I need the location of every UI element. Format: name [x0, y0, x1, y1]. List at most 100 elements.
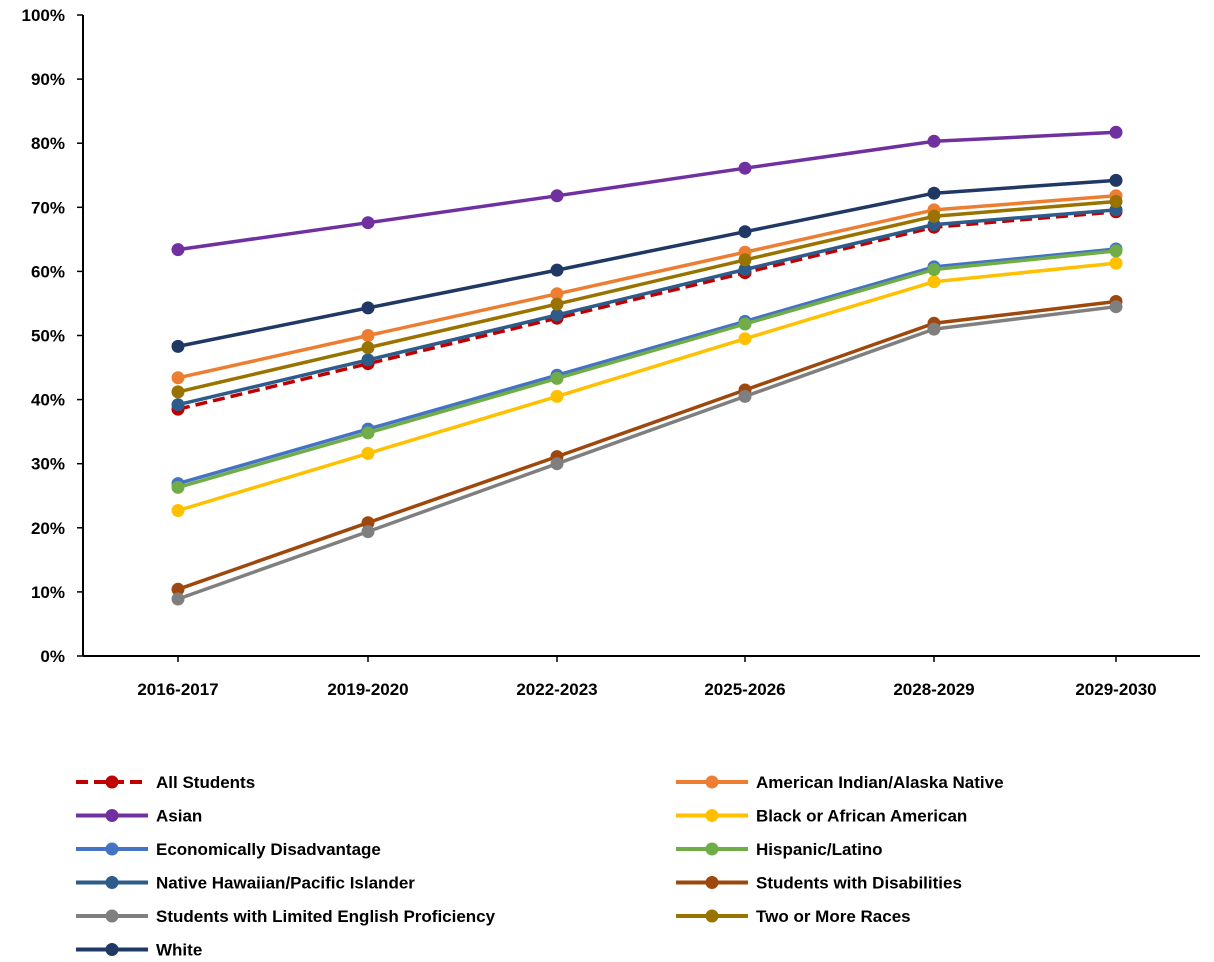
data-point — [1109, 195, 1123, 208]
legend-swatch-marker — [105, 943, 119, 956]
data-point — [171, 480, 185, 494]
legend-swatch-marker — [705, 775, 719, 789]
legend-item: Native Hawaiian/Pacific Islander — [76, 874, 415, 893]
data-point — [550, 287, 564, 301]
data-point — [171, 592, 185, 606]
y-tick-label: 80% — [31, 134, 65, 153]
data-point — [550, 371, 564, 385]
data-point — [550, 457, 564, 471]
data-point — [927, 263, 941, 276]
legend-item: All Students — [76, 773, 255, 792]
legend-item: Hispanic/Latino — [676, 840, 883, 859]
data-point — [1109, 256, 1123, 270]
data-point — [171, 398, 185, 412]
data-point — [361, 446, 375, 460]
legend-label: Native Hawaiian/Pacific Islander — [156, 874, 415, 893]
y-tick-label: 50% — [31, 327, 65, 346]
series-line — [177, 299, 1117, 591]
series-group — [171, 125, 1123, 606]
legend-swatch-marker — [105, 909, 119, 923]
axes — [77, 14, 1200, 662]
series-line — [177, 199, 1117, 394]
y-tick-label: 100% — [22, 6, 65, 25]
legend: All Students American Indian/Alaska Nativ… — [76, 773, 1004, 960]
data-point — [1109, 173, 1123, 187]
series-white — [171, 173, 1123, 353]
legend-label: Students with Disabilities — [756, 874, 962, 893]
data-point — [171, 385, 185, 399]
series-line — [177, 249, 1117, 490]
data-point — [550, 308, 564, 322]
legend-label: Students with Limited English Proficienc… — [156, 907, 496, 926]
data-point — [738, 332, 752, 346]
x-tick-label: 2022-2023 — [516, 680, 597, 699]
data-point — [171, 339, 185, 353]
data-point — [738, 253, 752, 267]
legend-label: American Indian/Alaska Native — [756, 773, 1004, 792]
data-point — [361, 516, 375, 530]
legend-item: Black or African American — [676, 807, 967, 826]
legend-label: Hispanic/Latino — [756, 840, 883, 859]
data-point — [171, 504, 185, 517]
legend-item: White — [76, 941, 202, 960]
data-point — [550, 189, 564, 203]
y-tick-label: 30% — [31, 455, 65, 474]
legend-item: Economically Disadvantage — [76, 840, 381, 859]
series-line — [177, 210, 1117, 411]
legend-item: Students with Limited English Proficienc… — [76, 907, 496, 926]
data-point — [171, 371, 185, 385]
series-line — [177, 247, 1117, 486]
data-point — [361, 341, 375, 355]
y-tick-label: 10% — [31, 583, 65, 602]
legend-label: Asian — [156, 807, 202, 826]
series-line — [177, 208, 1117, 407]
legend-swatch-marker — [105, 842, 119, 856]
legend-swatch-marker — [105, 775, 119, 789]
data-point — [550, 297, 564, 311]
series-american-indian-alaska-native — [171, 189, 1123, 385]
legend-label: All Students — [156, 773, 255, 792]
series-line — [177, 261, 1117, 513]
series-line — [177, 304, 1117, 601]
x-tick-labels: 2016-2017 2019-2020 2022-2023 2025-2026 2028… — [137, 680, 1156, 699]
legend-label: Two or More Races — [756, 907, 911, 926]
legend-swatch-marker — [105, 809, 119, 822]
data-point — [550, 263, 564, 277]
data-point — [361, 329, 375, 342]
y-tick-label: 70% — [31, 198, 65, 217]
y-tick-labels: 0% 10% 20% 30% 40% 50% 60% 70% 80% 90% 100% — [22, 6, 65, 666]
legend-swatch-marker — [705, 842, 719, 856]
series-black-or-african-american — [171, 256, 1123, 517]
series-asian — [171, 125, 1123, 257]
data-point — [927, 134, 941, 148]
y-tick-label: 40% — [31, 391, 65, 410]
x-tick-label: 2019-2020 — [327, 680, 408, 699]
data-point — [1109, 125, 1123, 139]
data-point — [927, 209, 941, 223]
data-point — [1109, 244, 1123, 258]
legend-swatch-marker — [705, 909, 719, 923]
data-point — [361, 301, 375, 315]
legend-label: Economically Disadvantage — [156, 840, 381, 859]
x-tick-label: 2029-2030 — [1075, 680, 1156, 699]
legend-swatch-marker — [705, 809, 719, 822]
series-all-students — [171, 205, 1123, 416]
series-students-with-limited-english-proficiency — [171, 300, 1123, 606]
legend-swatch-marker — [105, 876, 119, 889]
data-point — [361, 525, 375, 539]
x-tick-label: 2025-2026 — [704, 680, 785, 699]
data-point — [927, 322, 941, 336]
data-point — [738, 263, 752, 276]
series-line — [177, 130, 1117, 252]
legend-item: Students with Disabilities — [676, 874, 962, 893]
series-hispanic-latino — [171, 244, 1123, 494]
data-point — [738, 389, 752, 403]
y-tick-label: 60% — [31, 262, 65, 281]
legend-label: Black or African American — [756, 807, 967, 826]
series-line — [177, 178, 1117, 349]
series-economically-disadvantage — [171, 242, 1123, 491]
legend-item: American Indian/Alaska Native — [676, 773, 1004, 792]
legend-swatch-marker — [705, 876, 719, 889]
